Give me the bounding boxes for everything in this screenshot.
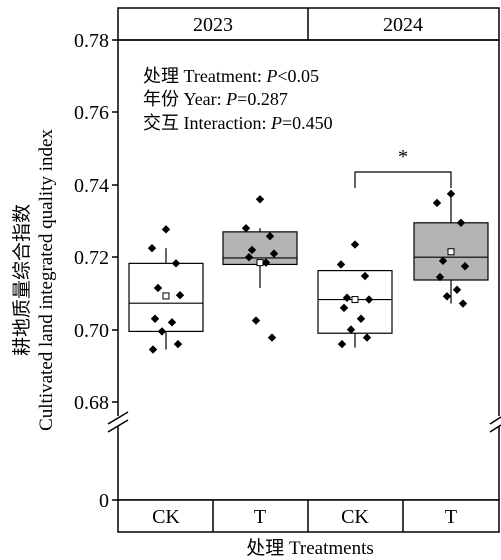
box-groups [128, 189, 489, 354]
data-point-2023-ck [147, 243, 157, 253]
mean-marker-2024-t [447, 248, 455, 256]
data-point-2023-t [265, 232, 275, 241]
data-point-2024-t [438, 256, 448, 266]
box-2023-t [222, 231, 298, 266]
y-axis-title-chinese: 耕地质量综合指数 [11, 204, 33, 356]
facet-label-2024: 2024 [383, 14, 423, 36]
data-point-2024-t [442, 292, 452, 301]
data-point-2023-ck [161, 225, 171, 234]
x-label-2024-ck: CK [341, 506, 369, 528]
mean-marker-2023-t [256, 259, 264, 267]
mean-marker-2024-ck [351, 296, 359, 304]
data-point-2023-ck [157, 327, 167, 336]
x-label-2024-t: T [445, 506, 457, 528]
data-point-2023-t [269, 249, 279, 258]
data-point-2023-t [261, 258, 271, 267]
data-point-2024-t [456, 218, 466, 228]
data-point-2024-ck [342, 293, 352, 302]
y-tick-label-072: 0.72 [74, 247, 109, 269]
y-axis-title-english: Cultivated land integrated quality index [36, 129, 57, 431]
axis-break-mark-left [107, 411, 129, 433]
y-tick-label-068: 0.68 [74, 392, 109, 414]
data-point-2024-ck [339, 303, 349, 313]
data-point-2024-ck [360, 271, 370, 281]
data-point-2024-t [432, 198, 442, 208]
data-point-2023-ck [150, 314, 160, 323]
data-point-2023-t [255, 195, 265, 204]
data-point-2024-ck [364, 295, 374, 304]
stats-line-year: 年份 Year: P=0.287 [143, 89, 288, 109]
y-tick-label-076: 0.76 [74, 102, 109, 124]
data-point-2024-t [452, 285, 462, 294]
data-point-2024-ck [336, 260, 346, 269]
data-point-2024-ck [350, 240, 360, 249]
data-point-2023-ck [173, 339, 183, 349]
data-point-2024-t [446, 189, 456, 199]
data-point-2023-ck [167, 318, 177, 327]
y-tick-label-074: 0.74 [74, 175, 109, 197]
data-point-2024-ck [337, 339, 347, 349]
stats-line-interaction: 交互 Interaction: P=0.450 [143, 113, 333, 133]
y-tick-label-0: 0 [99, 490, 109, 512]
data-point-2023-t [251, 316, 261, 325]
y-tick-label-070: 0.70 [74, 320, 109, 342]
data-point-2023-ck [171, 259, 181, 268]
data-point-2024-ck [346, 325, 356, 334]
significance-star: * [398, 146, 408, 168]
y-tick-label-078: 0.78 [74, 30, 109, 52]
significance-bracket [354, 171, 452, 188]
x-label-2023-ck: CK [152, 506, 180, 528]
x-label-2023-t: T [254, 506, 266, 528]
x-axis-title: 处理 Treatments [246, 537, 374, 559]
data-point-2024-t [458, 299, 468, 308]
data-point-2023-t [244, 253, 254, 262]
data-point-2023-t [267, 333, 277, 342]
data-point-2023-ck [153, 283, 163, 293]
data-point-2024-t [435, 272, 445, 282]
data-point-2023-ck [175, 291, 185, 300]
stats-line-treatment: 处理 Treatment: P<0.05 [143, 66, 319, 86]
mean-marker-2023-ck [162, 292, 170, 300]
data-point-2023-ck [148, 345, 158, 354]
facet-label-2023: 2023 [193, 14, 233, 36]
data-point-2024-ck [362, 333, 372, 342]
data-point-2023-t [241, 224, 251, 233]
data-point-2024-ck [356, 314, 366, 323]
data-point-2023-t [247, 245, 257, 255]
y-axis-ticks: 0.78 0.76 0.74 0.72 0.70 0.68 0 [74, 30, 118, 512]
axis-break-mark-right [489, 416, 501, 433]
data-point-2024-t [460, 262, 470, 271]
